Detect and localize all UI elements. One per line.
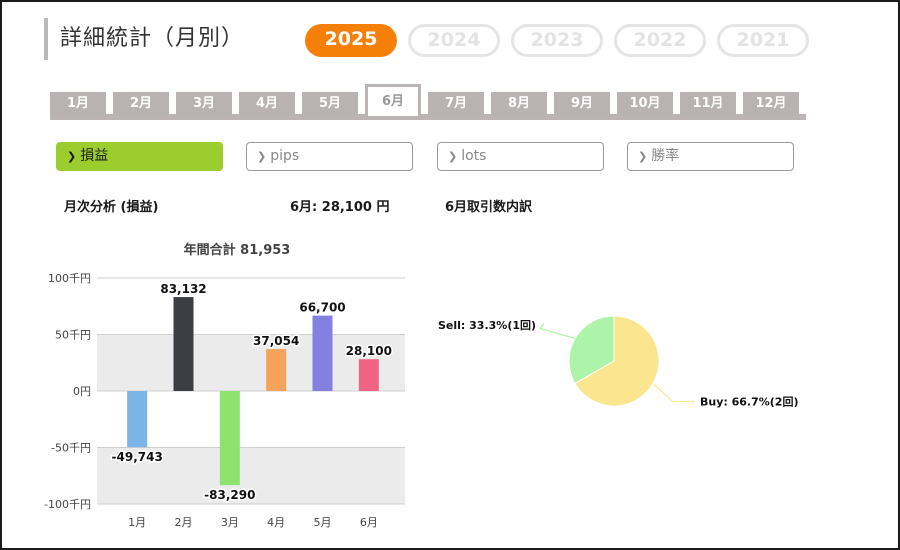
- y-tick-label: -50千円: [51, 442, 91, 455]
- pie-slice[interactable]: [568, 315, 615, 385]
- chart-band: [97, 334, 405, 391]
- tab-month-6[interactable]: 6月: [365, 84, 421, 116]
- tab-month-4[interactable]: 4月: [239, 92, 295, 116]
- chevron-right-icon: ❯: [638, 150, 648, 163]
- bar-value-label: -83,290: [204, 488, 255, 502]
- month-total-value: 6月: 28,100 円: [290, 200, 390, 215]
- bar-3月[interactable]: [219, 391, 240, 486]
- tab-month-5[interactable]: 5月: [302, 92, 358, 116]
- x-tick-label: 2月: [175, 516, 193, 529]
- tab-month-2[interactable]: 2月: [113, 92, 169, 116]
- filter-profit-label: 損益: [80, 148, 109, 164]
- pie-label-buy: Buy: 66.7%(2回): [700, 395, 798, 409]
- x-tick-label: 1月: [128, 516, 146, 529]
- bar-6月[interactable]: [358, 359, 379, 391]
- page-title-bar: 詳細統計（月別）: [44, 18, 264, 60]
- tab-month-10[interactable]: 10月: [617, 92, 673, 116]
- y-tick-label: -100千円: [44, 498, 91, 511]
- filter-pips-label: pips: [270, 148, 300, 164]
- tab-month-1[interactable]: 1月: [50, 92, 106, 116]
- bar-value-label: 66,700: [299, 301, 345, 315]
- year-button-2023[interactable]: 2023: [511, 24, 603, 57]
- tab-underline: [50, 114, 806, 120]
- tab-month-9[interactable]: 9月: [554, 92, 610, 116]
- bar-2月[interactable]: [173, 297, 194, 391]
- filter-pips-button[interactable]: ❯ pips: [246, 142, 413, 171]
- tab-month-8[interactable]: 8月: [491, 92, 547, 116]
- x-tick-label: 3月: [221, 516, 239, 529]
- pie-leader-line: [652, 383, 695, 403]
- chevron-right-icon: ❯: [257, 150, 267, 163]
- page-title: 詳細統計（月別）: [60, 26, 245, 51]
- bar-value-label: 37,054: [253, 334, 299, 348]
- y-tick-label: 50千円: [55, 329, 91, 342]
- year-button-2021[interactable]: 2021: [717, 24, 809, 57]
- tab-month-7[interactable]: 7月: [428, 92, 484, 116]
- bar-5月[interactable]: [312, 315, 333, 391]
- bar-1月[interactable]: [127, 391, 148, 448]
- month-tab-bar: 1月 2月 3月 4月 5月 6月 7月 8月 9月 10月 11月 12月: [50, 84, 806, 120]
- filter-lots-button[interactable]: ❯ lots: [437, 142, 604, 171]
- chart-band: [97, 447, 405, 504]
- tab-month-12[interactable]: 12月: [743, 92, 799, 116]
- x-tick-label: 4月: [267, 516, 285, 529]
- monthly-profit-bar-chart: 100千円 50千円 0円 -50千円 -100千円 年間合計 81,953 -49,743…: [44, 242, 405, 529]
- year-button-2025[interactable]: 2025: [305, 24, 397, 57]
- monthly-analysis-label: 月次分析 (損益): [64, 200, 159, 215]
- bar-value-label: 83,132: [160, 282, 206, 296]
- year-selector: 2025 2024 2023 2022 2021: [305, 24, 809, 57]
- pie-leader-line: [539, 323, 576, 340]
- filter-profit-button[interactable]: ❯ 損益: [56, 142, 223, 171]
- year-button-2024[interactable]: 2024: [408, 24, 500, 57]
- y-tick-label: 0円: [73, 385, 91, 398]
- chart-band: [97, 391, 405, 448]
- filter-winrate-button[interactable]: ❯ 勝率: [627, 142, 794, 171]
- filter-lots-label: lots: [461, 148, 487, 164]
- tab-month-3[interactable]: 3月: [176, 92, 232, 116]
- x-tick-label: 6月: [360, 516, 378, 529]
- year-button-2022[interactable]: 2022: [614, 24, 706, 57]
- tab-month-11[interactable]: 11月: [680, 92, 736, 116]
- chevron-right-icon: ❯: [448, 150, 458, 163]
- chevron-right-icon: ❯: [67, 150, 77, 163]
- x-tick-label: 5月: [314, 516, 332, 529]
- bar-value-label: 28,100: [346, 344, 392, 358]
- pie-label-sell: Sell: 33.3%(1回): [438, 318, 536, 332]
- filter-winrate-label: 勝率: [651, 148, 680, 164]
- chart-band: [97, 278, 405, 335]
- bar-value-label: -49,743: [112, 450, 163, 464]
- chart-title: 年間合計 81,953: [184, 242, 291, 258]
- y-tick-label: 100千円: [48, 272, 91, 285]
- trade-breakdown-label: 6月取引数内訳: [445, 200, 533, 215]
- trade-breakdown-pie-chart: Sell: 33.3%(1回) Buy: 66.7%(2回): [438, 315, 798, 409]
- bar-4月[interactable]: [266, 349, 287, 391]
